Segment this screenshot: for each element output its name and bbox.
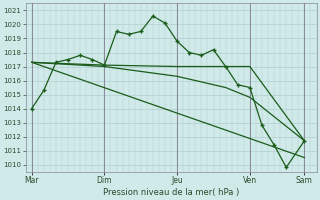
- X-axis label: Pression niveau de la mer( hPa ): Pression niveau de la mer( hPa ): [103, 188, 239, 197]
